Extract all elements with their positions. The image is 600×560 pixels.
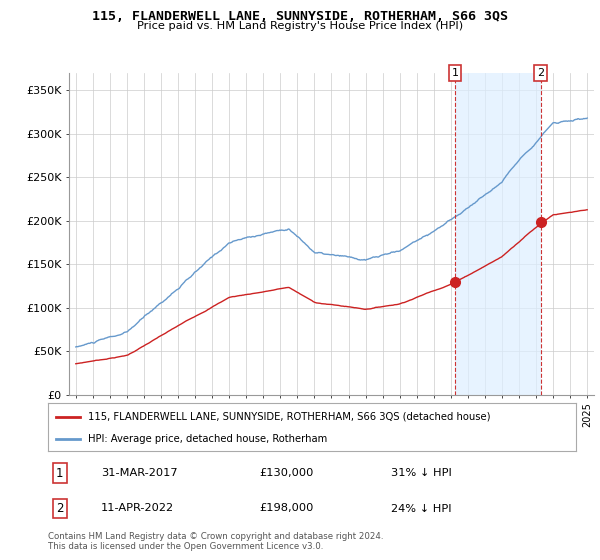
Text: 31-MAR-2017: 31-MAR-2017 [101, 468, 178, 478]
Text: 2: 2 [537, 68, 544, 78]
Text: Price paid vs. HM Land Registry's House Price Index (HPI): Price paid vs. HM Land Registry's House … [137, 21, 463, 31]
Text: £198,000: £198,000 [259, 503, 314, 514]
Text: 115, FLANDERWELL LANE, SUNNYSIDE, ROTHERHAM, S66 3QS: 115, FLANDERWELL LANE, SUNNYSIDE, ROTHER… [92, 10, 508, 22]
Text: 115, FLANDERWELL LANE, SUNNYSIDE, ROTHERHAM, S66 3QS (detached house): 115, FLANDERWELL LANE, SUNNYSIDE, ROTHER… [88, 412, 490, 422]
Text: HPI: Average price, detached house, Rotherham: HPI: Average price, detached house, Roth… [88, 434, 327, 444]
Text: 1: 1 [452, 68, 458, 78]
Text: Contains HM Land Registry data © Crown copyright and database right 2024.
This d: Contains HM Land Registry data © Crown c… [48, 532, 383, 552]
Bar [455, 73, 541, 395]
Text: 31% ↓ HPI: 31% ↓ HPI [391, 468, 452, 478]
Text: 24% ↓ HPI: 24% ↓ HPI [391, 503, 452, 514]
Text: 1: 1 [56, 466, 64, 480]
Text: £130,000: £130,000 [259, 468, 314, 478]
Text: 11-APR-2022: 11-APR-2022 [101, 503, 174, 514]
Text: 2: 2 [56, 502, 64, 515]
